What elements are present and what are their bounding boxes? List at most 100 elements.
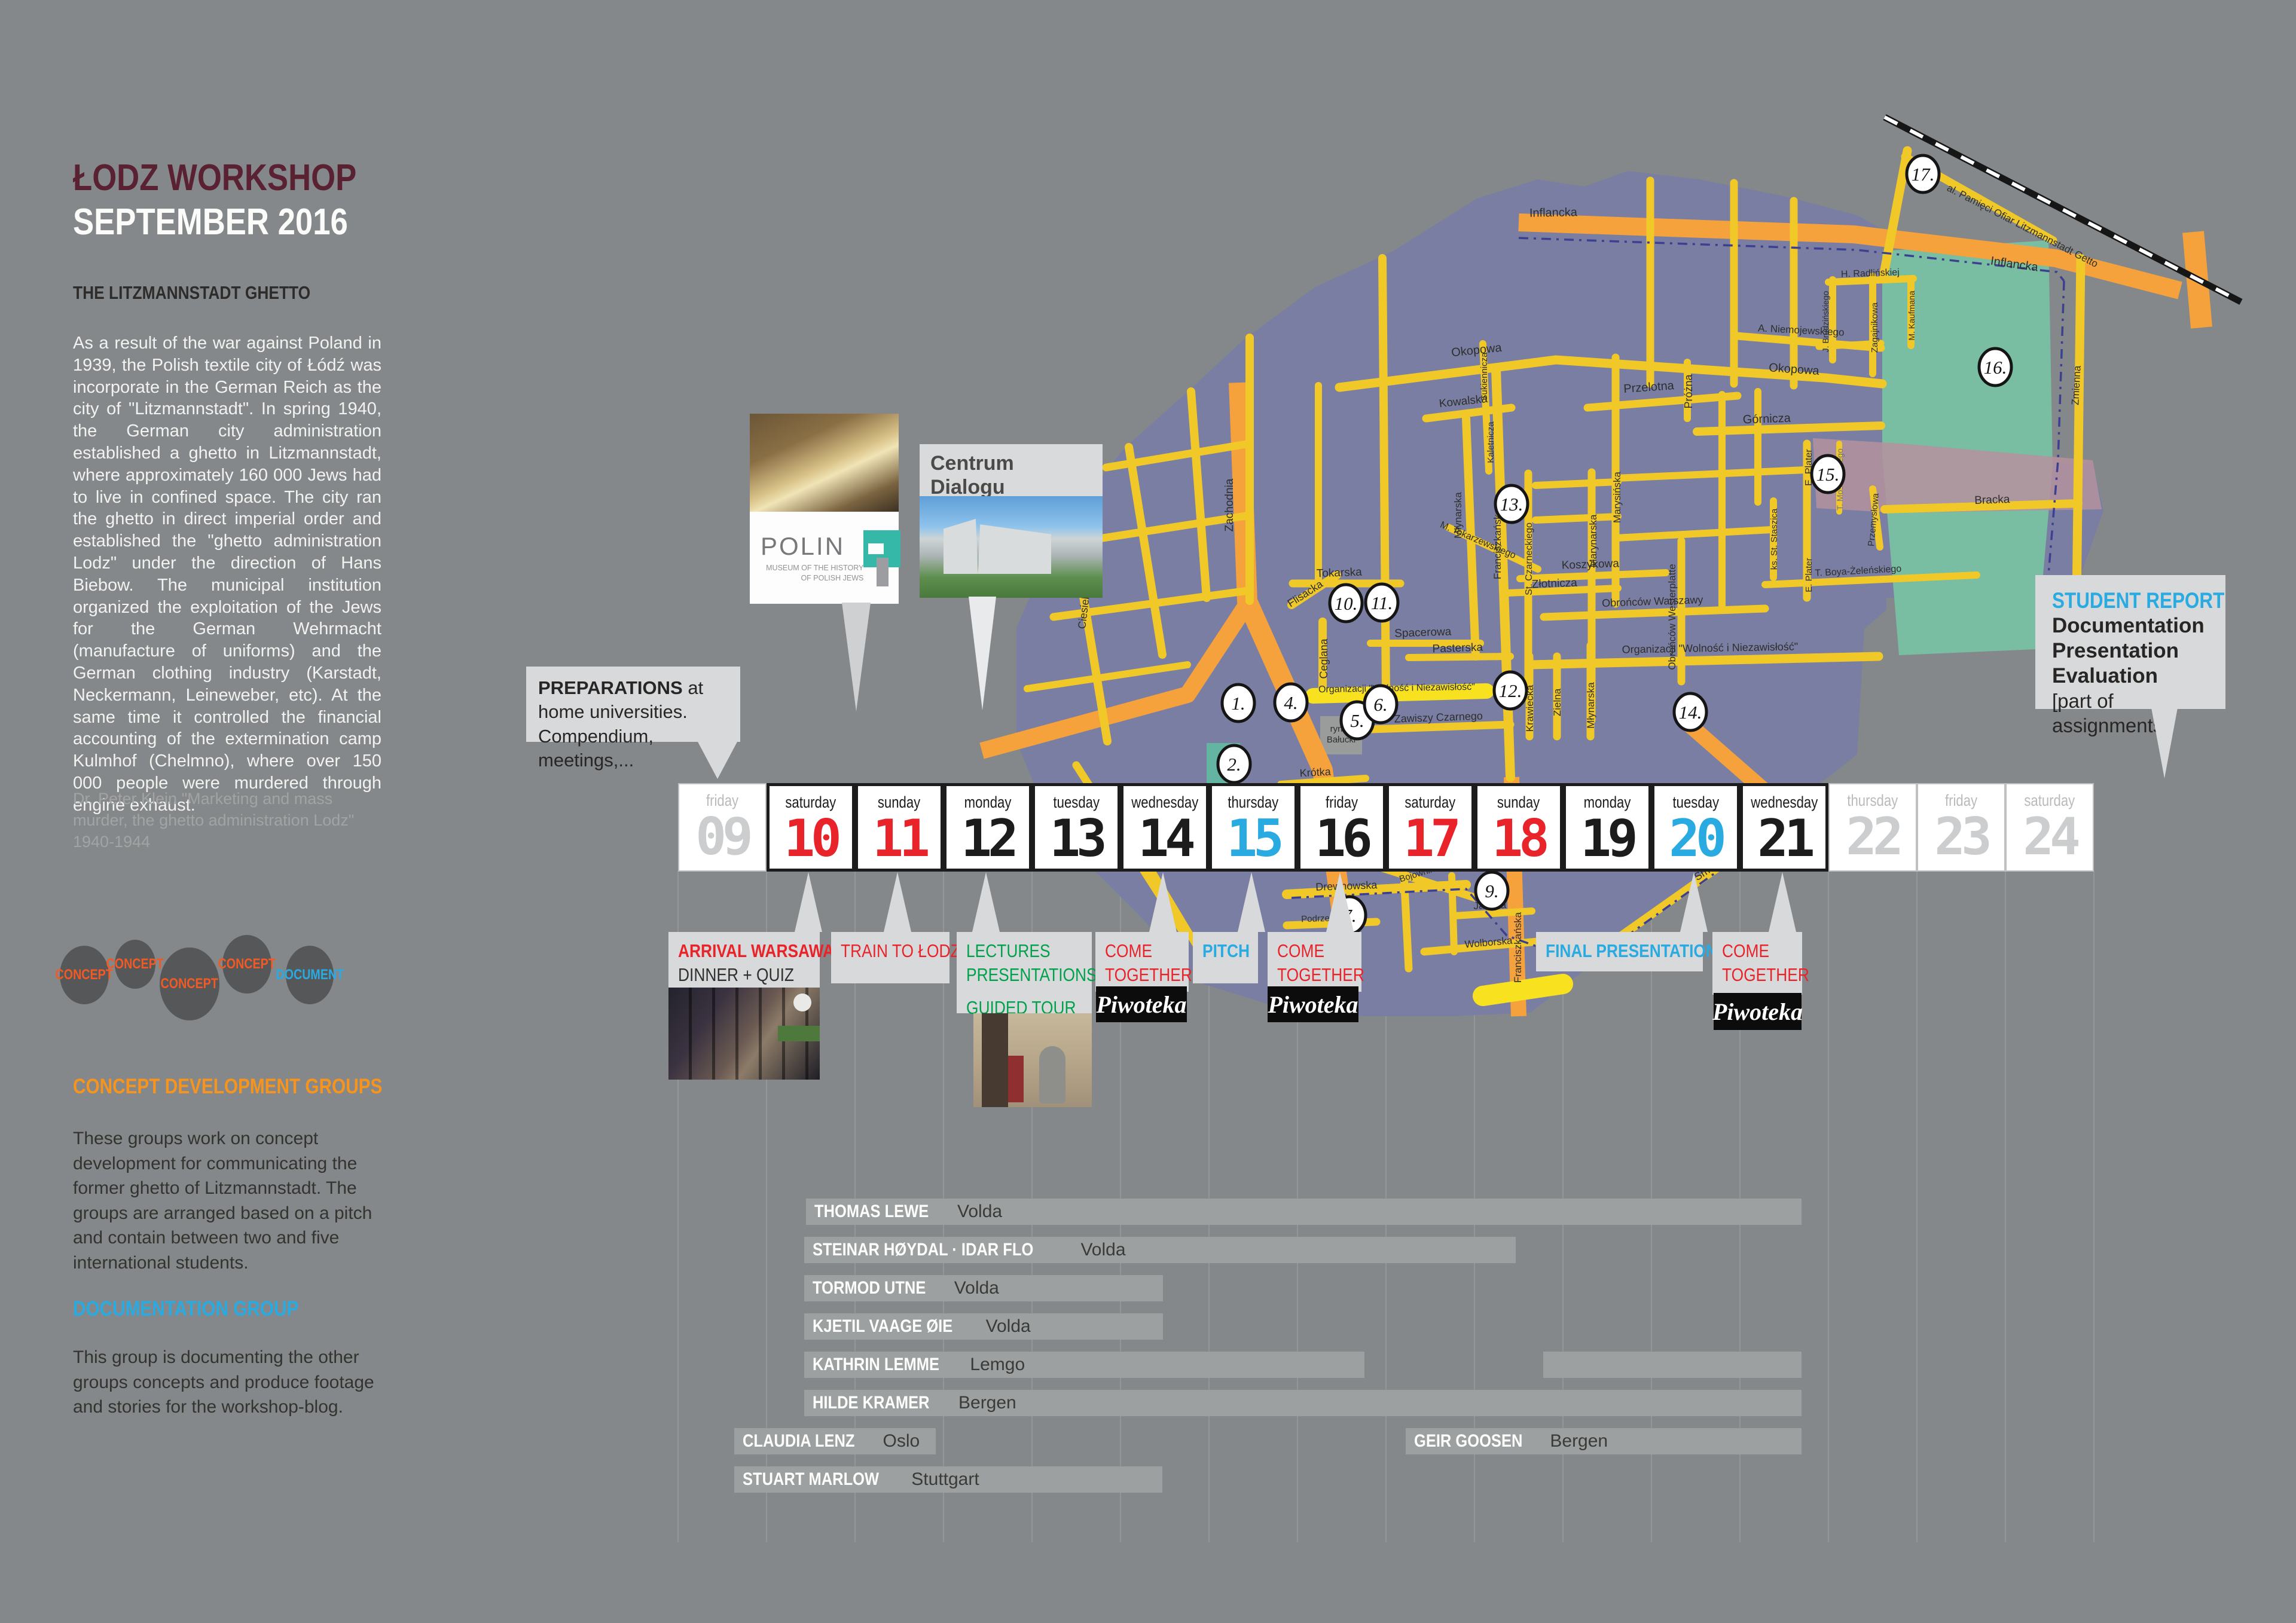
preparations-rest: at home universities. Compendium, meetin…	[538, 677, 704, 771]
event-label: FINAL PRESENTATION	[1546, 940, 1717, 961]
map-street	[1532, 513, 1622, 524]
map-street-label: Górnicza	[1742, 412, 1791, 427]
map-main-road	[979, 599, 1254, 759]
map-street-label: St. Czarneckiego	[1524, 522, 1534, 595]
event-callout-1: TRAIN TO ŁODZ	[831, 932, 960, 983]
calendar-day-number: 22	[1846, 807, 1904, 867]
calendar-day-11: sunday 11	[855, 783, 944, 872]
participant-city: Volda	[985, 1316, 1031, 1336]
event-label: PRESENTATIONS	[966, 964, 1097, 985]
photo-detail	[982, 1013, 1008, 1107]
map-marker-circle	[1273, 682, 1309, 723]
schedule-bar-geir-goosen: GEIR GOOSEN Bergen	[1406, 1428, 1802, 1454]
piwoteka-logo: Piwoteka	[1096, 986, 1187, 1022]
calendar-day-name: wednesday	[1131, 793, 1199, 811]
map-street	[1024, 661, 1191, 692]
event-pointer	[1769, 872, 1796, 932]
calendar-day-number: 16	[1315, 809, 1373, 869]
calendar-day-number: 24	[2023, 807, 2081, 867]
map-marker-number: 6.	[1373, 694, 1387, 715]
calendar-day-name: saturday	[785, 793, 836, 811]
documentation-group-heading-text: DOCUMENTATION GROUP	[73, 1297, 299, 1321]
centrum-dialogu-photo	[920, 496, 1103, 598]
map-street-label: Organizacji "Wolność i Niezawisłość"	[1318, 682, 1475, 695]
section-heading-ghetto: THE LITZMANNSTADT GHETTO	[73, 282, 352, 304]
participant-name: THOMAS LEWE	[814, 1202, 929, 1221]
group-circle-label: CONCEPT	[218, 956, 276, 972]
centrum-dialogu-callout: Centrum Dialogu Litzmannstadt Ghetto	[920, 444, 1103, 546]
schedule-bar-extra	[1543, 1352, 1802, 1378]
polin-logo-icon	[863, 528, 901, 588]
calendar-day-name: saturday	[1405, 793, 1456, 811]
calendar-day-name: saturday	[2024, 791, 2075, 809]
event-line: LECTURES	[966, 939, 1082, 963]
map-street	[1526, 652, 1883, 670]
map-marker-number: 16.	[1984, 357, 2007, 378]
event-pointer	[795, 872, 822, 932]
event-line: DINNER + QUIZ	[678, 963, 810, 987]
event-label: LECTURES	[966, 940, 1051, 961]
calendar-day-name: sunday	[1497, 793, 1540, 811]
group-circle-label: CONCEPT	[55, 967, 114, 983]
calendar-day-name: tuesday	[1672, 793, 1719, 811]
centrum-pointer	[969, 597, 996, 710]
student-report-note: [part of assignments]	[2052, 690, 2169, 737]
schedule-bar-steinar-h-ydal-idar-flo: STEINAR HØYDAL · IDAR FLO Volda	[804, 1237, 1516, 1263]
map-marker-number: 15.	[1816, 464, 1840, 485]
map-street-label: H. Radlińskiej	[1841, 267, 1900, 279]
event-label: TOGETHER	[1277, 964, 1364, 985]
map-street	[1869, 485, 1883, 551]
day-gridline	[2093, 871, 2095, 1542]
calendar-day-19: monday 19	[1563, 783, 1651, 872]
poster-title-line2-text: SEPTEMBER 2016	[73, 201, 348, 243]
event-line: COME	[1722, 939, 1793, 963]
map-area	[1882, 240, 2053, 655]
calendar-day-name: friday	[1325, 793, 1358, 811]
calendar-day-number: 20	[1669, 809, 1727, 869]
event-label: ARRIVAL WARSAWA	[678, 940, 835, 961]
calendar-day-number: 17	[1403, 809, 1461, 869]
map-street-label: Zachodnia	[1223, 478, 1236, 531]
map-marker-circle	[1474, 870, 1510, 911]
calendar-day-name: wednesday	[1750, 793, 1818, 811]
map-street	[1815, 340, 1885, 350]
map-street	[1445, 524, 1541, 573]
participant-name: KATHRIN LEMME	[813, 1355, 940, 1374]
photo-detail	[1039, 1046, 1065, 1104]
map-area	[1813, 438, 2102, 513]
concept-groups-paragraph: These groups work on concept development…	[73, 1129, 373, 1273]
event-line: TOGETHER	[1105, 963, 1192, 987]
map-ghetto-boundary	[1518, 237, 2065, 282]
participant-name: KJETIL VAAGE ØIE	[813, 1316, 953, 1336]
event-line: COME	[1277, 939, 1352, 963]
map-marker-circle	[1216, 744, 1252, 784]
calendar-day-24: saturday 24	[2005, 783, 2094, 872]
participant-city: Volda	[954, 1278, 999, 1298]
calendar-day-number: 09	[695, 807, 753, 867]
event-line: PRESENTATIONS	[966, 963, 1097, 987]
calendar-day-name: thursday	[1228, 793, 1279, 811]
map-street	[1612, 466, 1809, 482]
event-pointer	[972, 872, 1000, 932]
schedule-bar-stuart-marlow: STUART MARLOW Stuttgart	[734, 1466, 1162, 1493]
map-street-label: Tokarska	[1316, 566, 1362, 580]
map-marker-number: 14.	[1679, 702, 1702, 723]
map-street-label: Młynarska	[1452, 492, 1464, 539]
map-marker-circle	[1494, 484, 1529, 524]
map-street	[1335, 355, 1561, 392]
participant-city: Stuttgart	[911, 1469, 979, 1489]
event-pointer	[884, 872, 911, 932]
map-street-label: M. Kaufmana	[1907, 291, 1916, 340]
calendar-day-12: monday 12	[944, 783, 1032, 872]
calendar-day-number: 19	[1580, 809, 1638, 869]
map-street	[1378, 254, 1390, 696]
calendar-day-name: monday	[1583, 793, 1631, 811]
map-street-label: Złotnicza	[1531, 577, 1577, 591]
schedule-bar-tormod-utne: TORMOD UTNE Volda	[804, 1275, 1163, 1301]
calendar-day-number: 13	[1049, 809, 1107, 869]
map-street	[1504, 585, 1622, 597]
concept-groups-heading: CONCEPT DEVELOPMENT GROUPS	[73, 1075, 437, 1099]
calendar-day-14: wednesday 14	[1120, 783, 1209, 872]
calendar-day-number: 23	[1934, 807, 1992, 867]
group-circle-label: CONCEPT	[160, 976, 219, 992]
